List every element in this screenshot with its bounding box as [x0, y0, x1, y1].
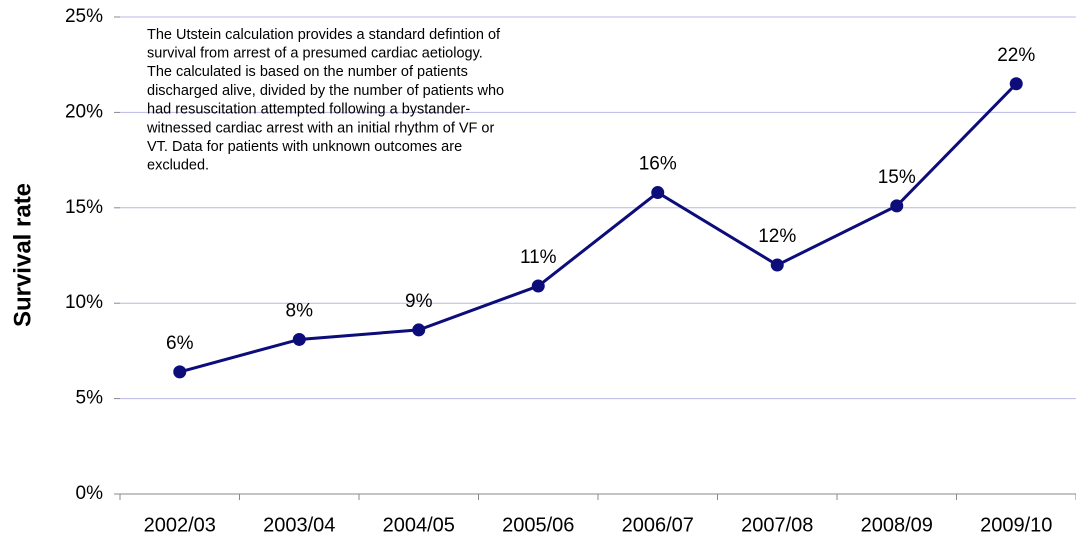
annotation: had resuscitation attempted following a … [147, 102, 470, 118]
data-label: 9% [405, 291, 433, 312]
y-tick-label: 25% [65, 6, 103, 27]
x-tick-label: 2002/03 [144, 514, 216, 536]
y-tick-label: 15% [65, 197, 103, 218]
x-tick-label: 2008/09 [861, 514, 933, 536]
annotation: excluded. [147, 158, 209, 174]
x-tick-label: 2007/08 [741, 514, 813, 536]
data-label: 6% [166, 333, 194, 354]
annotation: discharged alive, divided by the number … [147, 83, 504, 99]
data-label: 12% [758, 226, 796, 247]
marker [770, 258, 784, 272]
x-tick-label: 2004/05 [383, 514, 455, 536]
marker [651, 186, 665, 200]
annotation: witnessed cardiac arrest with an initial… [146, 120, 494, 136]
marker [531, 279, 545, 293]
data-label: 11% [520, 247, 557, 268]
marker [292, 332, 306, 346]
x-tick-label: 2006/07 [622, 514, 694, 536]
annotation: survival from arrest of a presumed cardi… [147, 46, 483, 62]
marker [412, 323, 426, 337]
x-tick-label: 2003/04 [263, 514, 335, 536]
y-axis-title: Survival rate [9, 183, 36, 327]
annotation: The calculated is based on the number of… [147, 64, 468, 80]
data-label: 15% [878, 167, 916, 188]
y-tick-label: 10% [65, 292, 103, 313]
data-label: 22% [997, 45, 1035, 66]
y-tick-label: 20% [65, 101, 103, 122]
marker [890, 199, 904, 213]
data-label: 8% [286, 300, 314, 321]
x-tick-label: 2009/10 [980, 514, 1052, 536]
marker [173, 365, 187, 379]
marker [1009, 77, 1023, 91]
x-tick-label: 2005/06 [502, 514, 574, 536]
annotation: VT. Data for patients with unknown outco… [147, 139, 462, 155]
data-label: 16% [639, 154, 677, 175]
line [179, 82, 1018, 374]
y-tick-label: 5% [76, 388, 104, 409]
annotation: The Utstein calculation provides a stand… [147, 27, 501, 43]
y-tick-label: 0% [76, 483, 104, 504]
